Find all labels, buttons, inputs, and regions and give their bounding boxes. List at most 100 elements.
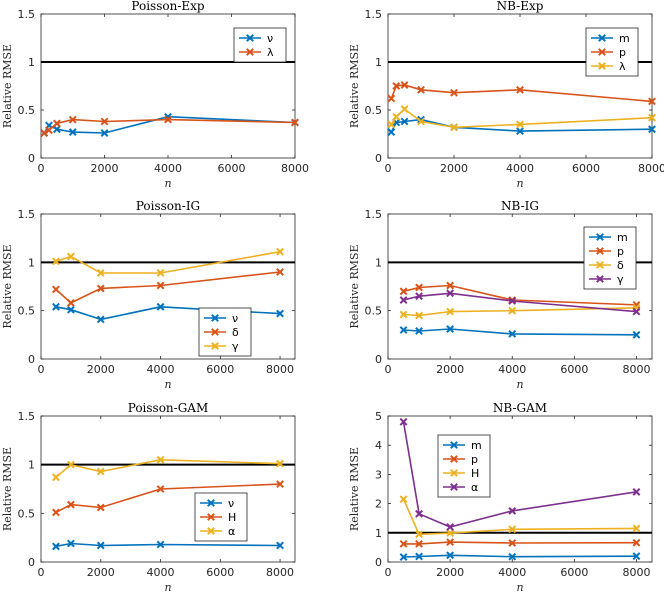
series-4	[399, 289, 641, 316]
legend: mpλ	[585, 27, 639, 77]
data-point	[632, 552, 641, 561]
legend-label: p	[619, 46, 626, 59]
legend-label: ν	[228, 497, 234, 510]
x-tick-label: 4000	[506, 162, 534, 175]
data-point	[648, 113, 656, 122]
data-point	[446, 529, 455, 537]
data-point	[508, 297, 517, 305]
y-tick-label: 2	[375, 498, 382, 511]
legend-item: δ	[589, 259, 624, 272]
data-point	[52, 302, 60, 311]
data-point	[66, 500, 75, 509]
data-point	[400, 117, 409, 126]
plot-area	[40, 213, 296, 360]
x-tick-label: 2000	[440, 162, 468, 175]
subplot-2: NB-Exp 0 2000 4000 6000 8000 0 0.5 1 1.5 n Relative…	[348, 0, 664, 190]
y-axis-label: Relative RMSE	[348, 244, 361, 328]
legend-item: ν	[239, 32, 273, 45]
legend-marker	[246, 34, 254, 42]
data-point	[446, 325, 455, 333]
data-point	[508, 525, 517, 534]
legend-marker	[450, 469, 458, 477]
series-3	[399, 495, 641, 539]
x-tick-label: 4000	[498, 363, 526, 376]
data-point	[446, 538, 455, 547]
data-point	[446, 289, 455, 298]
legend-item: p	[589, 245, 624, 258]
legend-item: γ	[589, 273, 624, 286]
y-tick-label: 1	[28, 459, 35, 472]
legend-label: p	[617, 245, 624, 258]
x-tick-label: 0	[38, 566, 45, 579]
x-tick-label: 8000	[622, 363, 650, 376]
series-2	[40, 115, 299, 137]
data-point	[399, 553, 408, 561]
data-point	[68, 128, 77, 136]
data-point	[415, 530, 423, 539]
legend-marker	[596, 275, 604, 283]
legend-label: m	[471, 439, 482, 452]
legend-label: H	[471, 467, 479, 480]
subplot-3: Poisson-IG 0 2000 4000 6000 8000 0 0.5 1 1.5 n Rela…	[1, 199, 296, 391]
data-point	[100, 117, 109, 126]
x-tick-label: 2000	[91, 162, 119, 175]
data-point	[400, 105, 409, 113]
legend-item: m	[589, 231, 628, 244]
legend-label: H	[228, 511, 236, 524]
series-3	[52, 455, 284, 482]
data-point	[632, 307, 641, 316]
x-tick-label: 6000	[560, 566, 588, 579]
data-point	[399, 495, 408, 504]
x-axis-label: n	[516, 378, 523, 391]
data-point	[52, 542, 60, 551]
y-tick-label: 1	[375, 56, 382, 69]
y-tick-label: 0	[375, 152, 382, 165]
x-tick-label: 0	[38, 162, 45, 175]
data-point	[516, 85, 524, 94]
y-tick-label: 1	[28, 256, 35, 269]
legend-label: α	[228, 525, 235, 538]
legend-label: α	[471, 481, 478, 494]
x-tick-label: 0	[385, 363, 392, 376]
data-point	[446, 523, 455, 531]
data-point	[446, 551, 455, 560]
y-tick-label: 1	[28, 56, 35, 69]
x-tick-label: 4000	[147, 363, 175, 376]
data-point	[164, 115, 172, 124]
data-point	[415, 552, 423, 561]
subplot-title: NB-Exp	[497, 0, 544, 13]
data-point	[417, 85, 425, 94]
x-tick-label: 4000	[147, 566, 175, 579]
data-point	[508, 539, 517, 547]
x-tick-label: 0	[38, 363, 45, 376]
x-tick-label: 0	[385, 162, 392, 175]
legend-label: ν	[232, 312, 238, 325]
legend-marker	[450, 483, 458, 491]
legend-item: δ	[204, 326, 239, 339]
legend: νδγ	[198, 307, 252, 357]
series-3	[387, 105, 656, 132]
data-point	[276, 309, 284, 318]
legend-label: ν	[267, 32, 273, 45]
x-axis-label: n	[164, 177, 171, 190]
data-point	[648, 125, 656, 134]
series-4	[399, 417, 641, 531]
plot-area	[387, 415, 653, 563]
data-point	[156, 281, 165, 290]
data-point	[387, 120, 396, 129]
data-point	[96, 315, 105, 324]
subplot-title: Poisson-GAM	[128, 401, 209, 415]
subplot-title: Poisson-IG	[136, 199, 200, 213]
legend-marker	[598, 48, 606, 56]
y-tick-label: 0.5	[365, 104, 383, 117]
data-point	[96, 467, 105, 476]
subplot-6: NB-GAM 0 2000 4000 6000 8000 0 1 2 3 4 5 n Relative R…	[348, 401, 653, 594]
subplot-title: Poisson-Exp	[131, 0, 205, 13]
x-axis-label: n	[516, 581, 523, 594]
data-point	[392, 112, 401, 121]
x-tick-label: 4000	[154, 162, 182, 175]
legend-item: α	[443, 481, 478, 494]
data-point	[156, 302, 165, 311]
data-point	[66, 299, 75, 307]
data-point	[66, 305, 75, 314]
